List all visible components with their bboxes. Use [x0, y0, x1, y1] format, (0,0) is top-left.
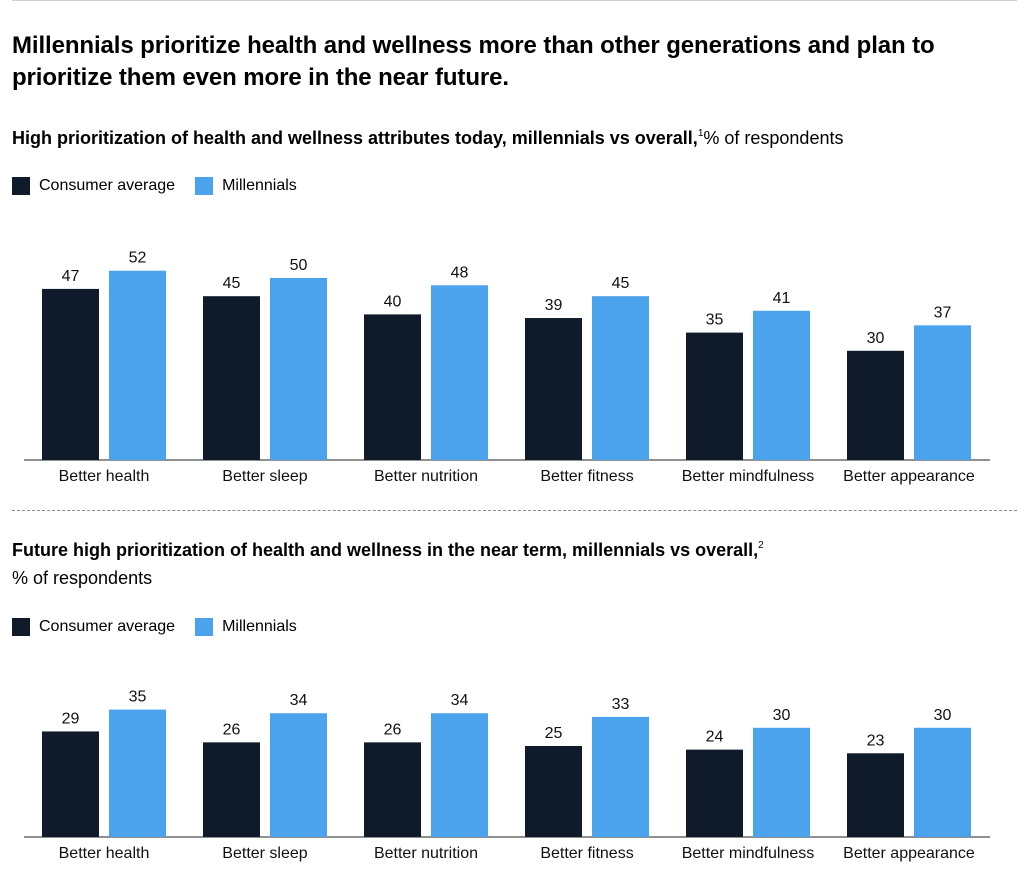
chart-2-title-bold: Future high prioritization of health and… [12, 540, 759, 560]
tick-label-better-sleep: Better sleep [222, 468, 307, 485]
bar-consumer-average-better-fitness [525, 318, 582, 460]
legend-label-consumer-average: Consumer average [39, 177, 176, 194]
data-label-consumer-average-better-nutrition: 40 [384, 293, 402, 310]
bar-millennials-better-mindfulness [753, 727, 810, 837]
bar-millennials-better-nutrition [431, 713, 488, 837]
chart-2-footnote: 2 [758, 540, 764, 551]
legend-label-millennials: Millennials [222, 177, 297, 194]
bar-consumer-average-better-appearance [847, 753, 904, 837]
data-label-consumer-average-better-health: 29 [62, 710, 80, 727]
data-label-consumer-average-better-sleep: 45 [223, 275, 241, 292]
bar-consumer-average-better-appearance [847, 350, 904, 460]
chart-1-legend: Consumer average Millennials [12, 175, 317, 197]
bar-consumer-average-better-health [42, 288, 99, 460]
tick-label-better-health: Better health [59, 845, 150, 862]
data-label-millennials-better-mindfulness: 30 [773, 707, 791, 724]
tick-label-better-mindfulness: Better mindfulness [682, 468, 815, 485]
chart-1-title: High prioritization of health and wellne… [12, 124, 1012, 152]
chart-1-plot: 47 52 Better health 45 50 Better sleep 40 48 Bet… [24, 250, 990, 485]
bar-millennials-better-health [109, 709, 166, 837]
tick-label-better-nutrition: Better nutrition [374, 468, 478, 485]
chart-2-plot: 29 35 Better health 26 34 Better sleep 26 34 Bet… [24, 689, 990, 862]
bar-millennials-better-fitness [592, 716, 649, 837]
bar-consumer-average-better-sleep [203, 742, 260, 837]
bar-consumer-average-better-health [42, 731, 99, 837]
data-label-consumer-average-better-appearance: 30 [867, 330, 885, 347]
chart-2-legend: Consumer average Millennials [12, 616, 317, 638]
data-label-millennials-better-appearance: 37 [934, 304, 952, 321]
data-label-consumer-average-better-fitness: 39 [545, 297, 563, 314]
data-label-consumer-average-better-mindfulness: 35 [706, 312, 724, 329]
data-label-millennials-better-sleep: 34 [290, 692, 308, 709]
bar-millennials-better-appearance [914, 727, 971, 837]
data-label-millennials-better-health: 52 [129, 250, 147, 267]
legend-swatch-consumer-average [12, 618, 30, 636]
tick-label-better-sleep: Better sleep [222, 845, 307, 862]
page-title: Millennials prioritize health and wellne… [12, 32, 935, 91]
bar-millennials-better-sleep [270, 278, 327, 460]
legend-item-millennials: Millennials [195, 177, 297, 195]
legend-item-millennials: Millennials [195, 618, 297, 636]
data-label-consumer-average-better-fitness: 25 [545, 725, 563, 742]
data-label-millennials-better-nutrition: 34 [451, 692, 469, 709]
bar-consumer-average-better-mindfulness [686, 332, 743, 460]
chart-1-title-rest: % of respondents [703, 128, 844, 148]
data-label-millennials-better-appearance: 30 [934, 707, 952, 724]
legend-swatch-consumer-average [12, 177, 30, 195]
tick-label-better-fitness: Better fitness [540, 468, 633, 485]
bar-consumer-average-better-fitness [525, 746, 582, 837]
bar-millennials-better-fitness [592, 296, 649, 460]
bar-consumer-average-better-nutrition [364, 742, 421, 837]
tick-label-better-appearance: Better appearance [843, 468, 975, 485]
data-label-consumer-average-better-nutrition: 26 [384, 721, 402, 738]
data-label-consumer-average-better-appearance: 23 [867, 732, 885, 749]
data-label-millennials-better-sleep: 50 [290, 257, 308, 274]
bar-consumer-average-better-mindfulness [686, 749, 743, 837]
chart-2-title: Future high prioritization of health and… [12, 536, 892, 592]
bar-millennials-better-nutrition [431, 285, 488, 460]
bar-millennials-better-sleep [270, 713, 327, 837]
data-label-millennials-better-fitness: 33 [612, 696, 630, 713]
legend-swatch-millennials [195, 177, 214, 195]
data-label-millennials-better-mindfulness: 41 [773, 290, 791, 307]
bar-consumer-average-better-sleep [203, 296, 260, 460]
chart-1-title-bold: High prioritization of health and wellne… [12, 128, 698, 148]
bar-millennials-better-health [109, 270, 166, 460]
data-label-millennials-better-health: 35 [129, 689, 147, 706]
data-label-millennials-better-nutrition: 48 [451, 264, 469, 281]
bar-millennials-better-mindfulness [753, 310, 810, 460]
chart-1-footnote: 1 [697, 128, 704, 139]
section-divider [12, 510, 1017, 511]
top-rule [12, 0, 1017, 1]
data-label-consumer-average-better-sleep: 26 [223, 721, 241, 738]
chart-2-title-rest: % of respondents [12, 568, 153, 588]
bar-millennials-better-appearance [914, 325, 971, 460]
data-label-consumer-average-better-health: 47 [62, 268, 80, 285]
bar-consumer-average-better-nutrition [364, 314, 421, 460]
tick-label-better-appearance: Better appearance [843, 845, 975, 862]
legend-item-consumer-average: Consumer average [12, 177, 175, 195]
legend-label-millennials: Millennials [222, 618, 297, 635]
legend-label-consumer-average: Consumer average [39, 618, 176, 635]
tick-label-better-nutrition: Better nutrition [374, 845, 478, 862]
legend-item-consumer-average: Consumer average [12, 618, 175, 636]
tick-label-better-mindfulness: Better mindfulness [682, 845, 815, 862]
tick-label-better-fitness: Better fitness [540, 845, 633, 862]
data-label-millennials-better-fitness: 45 [612, 275, 630, 292]
legend-swatch-millennials [195, 618, 214, 636]
data-label-consumer-average-better-mindfulness: 24 [706, 729, 724, 746]
tick-label-better-health: Better health [59, 468, 150, 485]
